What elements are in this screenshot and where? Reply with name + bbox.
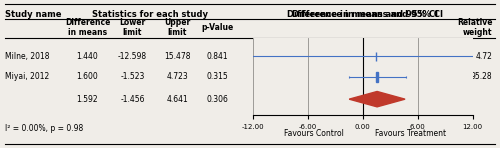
Text: Milne, 2018: Milne, 2018 [5, 52, 50, 61]
Text: 1.592: 1.592 [76, 95, 98, 104]
Text: 4.641: 4.641 [166, 95, 188, 104]
Text: 1.440: 1.440 [76, 52, 98, 61]
Text: -1.523: -1.523 [120, 73, 144, 81]
Text: 95.28: 95.28 [471, 73, 492, 81]
Text: 4.72: 4.72 [476, 52, 492, 61]
Text: Upper
limit: Upper limit [164, 18, 190, 37]
Text: I² = 0.00%, p = 0.98: I² = 0.00%, p = 0.98 [5, 124, 83, 133]
Text: Difference in means and 95% CI: Difference in means and 95% CI [292, 10, 443, 19]
Text: 4.723: 4.723 [166, 73, 188, 81]
Text: Difference
in means: Difference in means [65, 18, 110, 37]
Text: Favours Treatment: Favours Treatment [376, 129, 446, 138]
Text: Statistics for each study: Statistics for each study [92, 10, 208, 19]
Text: Lower
limit: Lower limit [120, 18, 146, 37]
Text: p-Value: p-Value [202, 23, 234, 32]
Text: 0.315: 0.315 [206, 73, 229, 81]
Text: 1.600: 1.600 [76, 73, 98, 81]
Text: Study name: Study name [5, 10, 62, 19]
Text: 0.841: 0.841 [206, 52, 229, 61]
Text: Miyai, 2012: Miyai, 2012 [5, 73, 49, 81]
Text: 15.478: 15.478 [164, 52, 191, 61]
Text: -1.456: -1.456 [120, 95, 145, 104]
FancyBboxPatch shape [376, 72, 378, 82]
Text: -12.598: -12.598 [118, 52, 147, 61]
Text: Difference in means and 95% CI: Difference in means and 95% CI [287, 10, 438, 19]
Polygon shape [349, 91, 405, 107]
Text: Relative
weight: Relative weight [457, 18, 492, 37]
Text: Favours Control: Favours Control [284, 129, 344, 138]
Text: 0.306: 0.306 [206, 95, 229, 104]
